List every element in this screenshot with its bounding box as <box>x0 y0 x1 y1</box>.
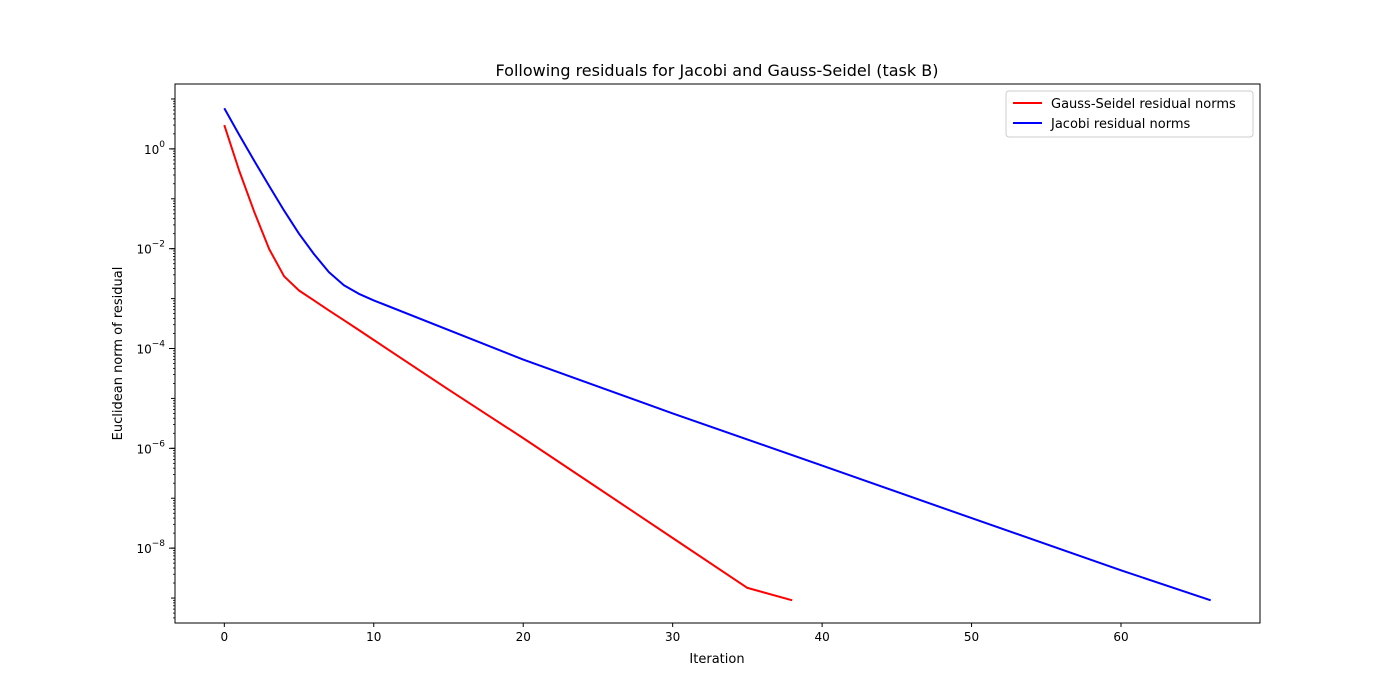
chart-title: Following residuals for Jacobi and Gauss… <box>496 61 939 80</box>
x-tick-label: 30 <box>665 630 680 644</box>
x-axis-ticks: 0 10 20 30 40 50 60 <box>220 623 1129 644</box>
y-tick-label: 10−2 <box>136 240 165 257</box>
x-tick-label: 60 <box>1113 630 1128 644</box>
y-tick-label: 10−4 <box>136 340 165 357</box>
legend: Gauss-Seidel residual norms Jacobi resid… <box>1005 90 1254 138</box>
legend-box <box>1005 90 1254 138</box>
x-tick-label: 20 <box>516 630 531 644</box>
series-line-gauss-seidel <box>223 124 793 602</box>
x-tick-label: 10 <box>366 630 381 644</box>
y-tick-label: 10−6 <box>136 439 165 456</box>
series-layer <box>223 107 1212 602</box>
legend-label-jacobi: Jacobi residual norms <box>1050 117 1191 132</box>
series-line-jacobi <box>223 107 1212 602</box>
x-tick-label: 40 <box>814 630 829 644</box>
legend-label-gauss-seidel: Gauss-Seidel residual norms <box>1051 97 1236 112</box>
y-axis-ticks: 100 10−2 10−4 10−6 10−8 <box>136 98 175 619</box>
x-tick-label: 50 <box>964 630 979 644</box>
y-tick-label: 100 <box>144 140 165 157</box>
x-axis-label: Iteration <box>689 652 744 667</box>
axes-background <box>175 84 1260 623</box>
plot-area: 0 10 20 30 40 50 60 100 10−2 10−4 10−6 10−8 <box>136 83 1261 644</box>
y-axis-label: Euclidean norm of residual <box>111 267 126 441</box>
y-tick-label: 10−8 <box>136 539 165 556</box>
x-tick-label: 0 <box>220 630 228 644</box>
